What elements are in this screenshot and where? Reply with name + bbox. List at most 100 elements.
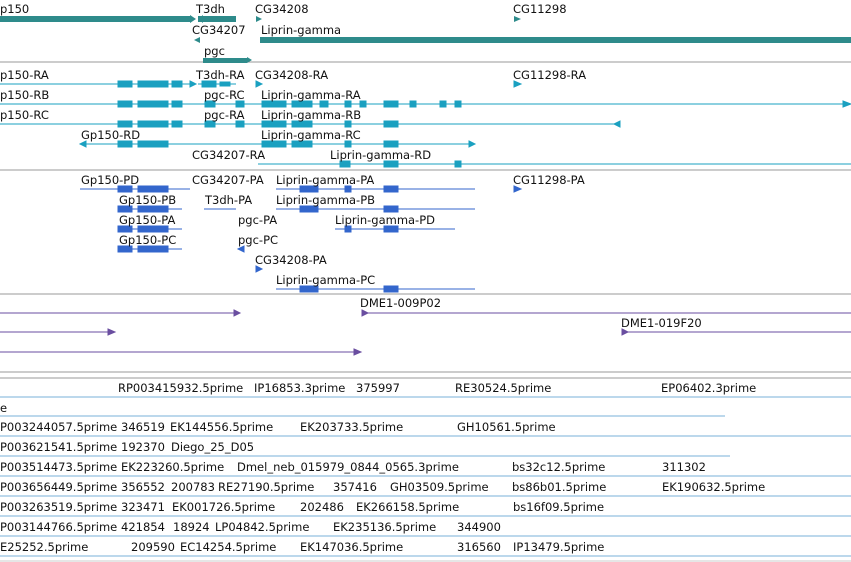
transcript-label[interactable]: Liprin-gamma-RB — [261, 108, 362, 122]
est-label[interactable]: bs86b01.5prime — [512, 480, 607, 494]
transcript-label[interactable]: Liprin-gamma-PA — [276, 173, 375, 187]
est-label[interactable]: RE27190.5prime — [218, 480, 315, 494]
est-label[interactable]: 344900 — [457, 520, 501, 534]
est-label[interactable]: 18924 — [173, 520, 210, 534]
est-label[interactable]: EK235136.5prime — [333, 520, 437, 534]
transcript-label[interactable]: CG11298-RA — [513, 68, 587, 82]
est-label[interactable]: GH10561.5prime — [457, 420, 556, 434]
transcript-label[interactable]: CG34208-PA — [255, 253, 327, 267]
est-label[interactable]: LP04842.5prime — [215, 520, 310, 534]
transcript-label[interactable]: Gp150-PC — [119, 233, 177, 247]
transcript-label[interactable]: Liprin-gamma-PC — [276, 273, 376, 287]
arrow — [468, 140, 477, 148]
clone-track — [0, 309, 851, 356]
est-label[interactable]: EK203733.5prime — [300, 420, 404, 434]
transcript-label[interactable]: pgc-PC — [238, 233, 279, 247]
est-label[interactable]: 356552 — [121, 480, 165, 494]
est-label[interactable]: EK147036.5prime — [300, 540, 404, 554]
gene-label-cg34208[interactable]: CG34208 — [255, 2, 309, 16]
est-label[interactable]: E25252.5prime — [0, 540, 89, 554]
transcript-label[interactable]: Liprin-gamma-RC — [261, 128, 361, 142]
transcript-label[interactable]: Gp150-PD — [81, 173, 140, 187]
est-label[interactable]: 200783 — [171, 480, 215, 494]
est-label[interactable]: EK266158.5prime — [356, 500, 460, 514]
est-label[interactable]: P003244057.5prime — [0, 420, 118, 434]
transcript-label[interactable]: CG34208-RA — [255, 68, 329, 82]
est-label[interactable]: RP003415932.5prime — [118, 381, 244, 395]
transcript-label[interactable]: T3dh-PA — [205, 193, 253, 207]
exon — [299, 285, 319, 293]
est-label[interactable]: P003621541.5prime — [0, 440, 118, 454]
est-label[interactable]: 192370 — [121, 440, 165, 454]
exon — [117, 185, 133, 193]
est-label[interactable]: 346519 — [121, 420, 165, 434]
transcript-label[interactable]: T3dh-RA — [196, 68, 245, 82]
est-label[interactable]: EK190632.5prime — [662, 480, 766, 494]
est-label[interactable]: EK223260.5prime — [121, 460, 225, 474]
arrow — [236, 245, 245, 253]
gene-t3dh[interactable] — [198, 16, 236, 22]
gene-label-pgc[interactable]: pgc — [204, 44, 225, 58]
est-label[interactable]: EK001726.5prime — [172, 500, 276, 514]
clone-label[interactable]: DME1-019F20 — [621, 316, 702, 330]
est-label[interactable]: 375997 — [356, 381, 400, 395]
est-label[interactable]: P003263519.5prime — [0, 500, 118, 514]
exon — [137, 245, 169, 253]
gene-label-p150[interactable]: p150 — [0, 2, 30, 16]
transcript-label[interactable]: Gp150-PA — [119, 213, 176, 227]
transcript-label[interactable]: Liprin-gamma-PB — [276, 193, 376, 207]
transcript-label[interactable]: Liprin-gamma-RA — [261, 88, 361, 102]
exon — [344, 140, 352, 148]
transcript-label[interactable]: p150-RA — [0, 68, 49, 82]
transcript-label[interactable]: CG11298-PA — [513, 173, 585, 187]
est-label[interactable]: 209590 — [131, 540, 175, 554]
gene-cg34208[interactable] — [256, 16, 262, 22]
est-label[interactable]: bs16f09.5prime — [513, 500, 605, 514]
est-label[interactable]: IP13479.5prime — [513, 540, 605, 554]
est-label[interactable]: Diego_25_D05 — [171, 440, 255, 454]
est-label[interactable]: GH03509.5prime — [390, 480, 489, 494]
est-label[interactable]: P003514473.5prime — [0, 460, 118, 474]
est-label[interactable]: P003144766.5prime — [0, 520, 118, 534]
est-label[interactable]: 311302 — [662, 460, 706, 474]
exon — [454, 100, 462, 108]
est-label[interactable]: RE30524.5prime — [455, 381, 552, 395]
gene-cg11298[interactable] — [514, 16, 521, 22]
est-label[interactable]: bs32c12.5prime — [512, 460, 606, 474]
est-label[interactable]: 421854 — [121, 520, 165, 534]
est-label[interactable]: P003656449.5prime — [0, 480, 118, 494]
gene-label-cg11298[interactable]: CG11298 — [513, 2, 567, 16]
exon — [261, 120, 287, 128]
gene-label-liprin-gamma[interactable]: Liprin-gamma — [261, 23, 342, 37]
transcript-label[interactable]: Liprin-gamma-PD — [335, 213, 436, 227]
gene-liprin-gamma[interactable] — [260, 37, 851, 43]
gene-pgc[interactable] — [203, 58, 247, 63]
est-label[interactable]: IP16853.3prime — [254, 381, 346, 395]
transcript-label[interactable]: Liprin-gamma-RD — [330, 148, 432, 162]
transcript-label[interactable]: p150-RB — [0, 88, 50, 102]
est-label[interactable]: Dmel_neb_015979_0844_0565.3prime — [237, 460, 459, 474]
est-label[interactable]: 316560 — [457, 540, 501, 554]
est-label[interactable]: EK144556.5prime — [170, 420, 274, 434]
exon — [261, 140, 287, 148]
gene-label-cg34207[interactable]: CG34207 — [192, 23, 246, 37]
transcript-label[interactable]: CG34207-PA — [192, 173, 264, 187]
gene-p150[interactable] — [0, 16, 190, 22]
est-label[interactable]: e — [0, 401, 8, 415]
transcript-label[interactable]: pgc-PA — [238, 213, 278, 227]
transcript-label[interactable]: Gp150-PB — [119, 193, 177, 207]
est-label[interactable]: 357416 — [333, 480, 377, 494]
transcript-label[interactable]: CG34207-RA — [192, 148, 266, 162]
transcript-label[interactable]: pgc-RA — [204, 108, 245, 122]
est-label[interactable]: 323471 — [121, 500, 165, 514]
est-label[interactable]: EC14254.5prime — [180, 540, 277, 554]
arrow — [233, 309, 242, 317]
transcript-label[interactable]: Gp150-RD — [81, 128, 141, 142]
transcript-label[interactable]: pgc-RC — [204, 88, 245, 102]
est-label[interactable]: EP06402.3prime — [661, 381, 757, 395]
gene-cg34207[interactable] — [194, 37, 200, 43]
transcript-label[interactable]: p150-RC — [0, 108, 49, 122]
gene-label-t3dh[interactable]: T3dh — [196, 2, 225, 16]
clone-label[interactable]: DME1-009P02 — [360, 296, 442, 310]
est-label[interactable]: 202486 — [300, 500, 344, 514]
